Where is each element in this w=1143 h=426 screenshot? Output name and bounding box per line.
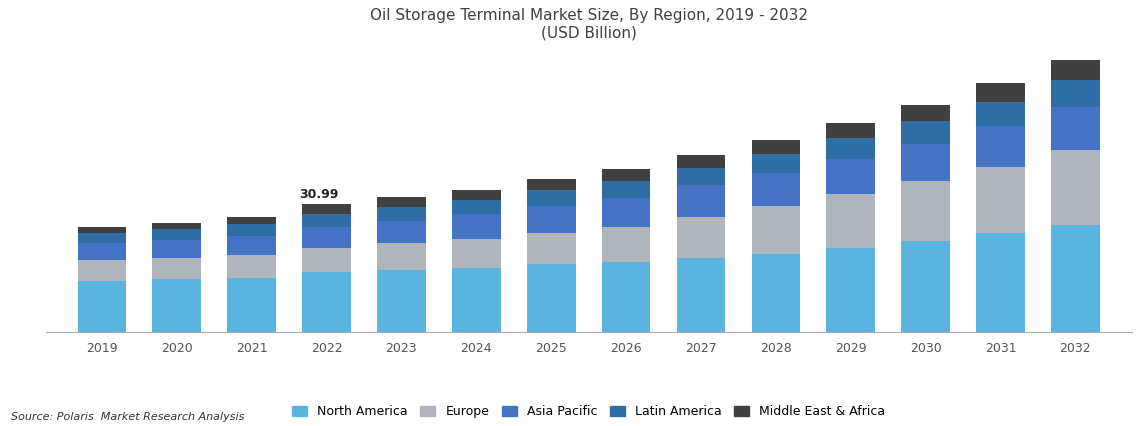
Bar	[826, 248, 876, 332]
Bar	[152, 223, 201, 229]
Bar	[377, 243, 426, 270]
Bar	[377, 270, 426, 332]
Bar	[302, 213, 351, 227]
Bar	[527, 190, 576, 206]
Bar	[377, 207, 426, 221]
Bar	[826, 194, 876, 248]
Bar	[451, 214, 501, 239]
Bar	[302, 227, 351, 248]
Bar	[302, 272, 351, 332]
Bar	[752, 154, 800, 173]
Bar	[1052, 80, 1100, 107]
Bar	[902, 241, 950, 332]
Bar	[451, 200, 501, 214]
Bar	[451, 239, 501, 268]
Bar	[677, 185, 726, 216]
Bar	[976, 127, 1025, 167]
Bar	[527, 233, 576, 264]
Bar	[377, 221, 426, 243]
Bar	[227, 217, 275, 225]
Bar	[527, 264, 576, 332]
Bar	[451, 190, 501, 200]
Text: 30.99: 30.99	[299, 188, 338, 201]
Bar	[677, 155, 726, 168]
Bar	[677, 258, 726, 332]
Bar	[902, 121, 950, 144]
Bar	[976, 233, 1025, 332]
Bar	[601, 198, 650, 227]
Bar	[976, 83, 1025, 101]
Bar	[527, 179, 576, 190]
Bar	[826, 158, 876, 194]
Bar	[902, 144, 950, 181]
Bar	[752, 254, 800, 332]
Bar	[1052, 60, 1100, 80]
Bar	[752, 140, 800, 154]
Bar	[152, 258, 201, 279]
Bar	[227, 225, 275, 236]
Bar	[78, 281, 126, 332]
Bar	[227, 236, 275, 255]
Bar	[601, 181, 650, 198]
Bar	[302, 204, 351, 213]
Bar	[527, 206, 576, 233]
Bar	[78, 227, 126, 233]
Bar	[302, 248, 351, 272]
Title: Oil Storage Terminal Market Size, By Region, 2019 - 2032
(USD Billion): Oil Storage Terminal Market Size, By Reg…	[369, 8, 808, 40]
Bar	[78, 233, 126, 243]
Bar	[752, 206, 800, 254]
Bar	[152, 241, 201, 258]
Bar	[826, 138, 876, 158]
Bar	[976, 167, 1025, 233]
Bar	[976, 101, 1025, 127]
Bar	[902, 181, 950, 241]
Bar	[677, 216, 726, 258]
Bar	[902, 105, 950, 121]
Bar	[227, 255, 275, 278]
Bar	[227, 278, 275, 332]
Bar	[1052, 107, 1100, 150]
Bar	[152, 279, 201, 332]
Bar	[152, 229, 201, 241]
Bar	[826, 123, 876, 138]
Legend: North America, Europe, Asia Pacific, Latin America, Middle East & Africa: North America, Europe, Asia Pacific, Lat…	[287, 400, 890, 423]
Bar	[1052, 225, 1100, 332]
Bar	[677, 168, 726, 185]
Bar	[377, 197, 426, 207]
Bar	[1052, 150, 1100, 225]
Bar	[78, 260, 126, 281]
Text: Source: Polaris  Market Research Analysis: Source: Polaris Market Research Analysis	[11, 412, 245, 422]
Bar	[601, 227, 650, 262]
Bar	[601, 170, 650, 181]
Bar	[78, 243, 126, 260]
Bar	[752, 173, 800, 206]
Bar	[451, 268, 501, 332]
Bar	[601, 262, 650, 332]
